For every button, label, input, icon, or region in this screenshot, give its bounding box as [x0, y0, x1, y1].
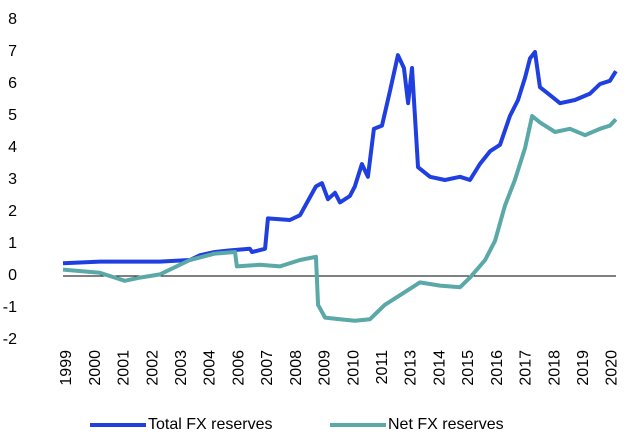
x-tick-label: 2004	[202, 350, 219, 386]
x-tick-label: 2017	[518, 350, 535, 386]
x-tick-label: 2008	[288, 350, 305, 386]
legend-label: Net FX reserves	[388, 416, 504, 433]
y-tick-label: 6	[8, 75, 17, 92]
x-tick-label: 2015	[460, 350, 477, 386]
x-tick-label: 2018	[546, 350, 563, 386]
x-tick-label: 2014	[431, 350, 448, 386]
x-tick-label: 2019	[575, 350, 592, 386]
x-tick-label: 2006	[230, 350, 247, 386]
x-tick-label: 1999	[58, 350, 75, 386]
x-tick-label: 2003	[173, 350, 190, 386]
x-tick-label: 2016	[489, 350, 506, 386]
y-tick-label: 7	[8, 43, 17, 60]
x-tick-label: 2020	[604, 350, 621, 386]
x-tick-label: 2000	[87, 350, 104, 386]
x-tick-label: 2007	[259, 350, 276, 386]
y-tick-label: 0	[8, 267, 17, 284]
legend-label: Total FX reserves	[148, 416, 272, 433]
x-tick-label: 2009	[317, 350, 334, 386]
y-tick-label: 8	[8, 11, 17, 28]
y-tick-label: 4	[8, 139, 17, 156]
x-tick-label: 2013	[403, 350, 420, 386]
y-tick-label: 3	[8, 171, 17, 188]
x-tick-label: 2002	[144, 350, 161, 386]
y-tick-label: -1	[3, 299, 17, 316]
y-tick-label: -2	[3, 331, 17, 348]
y-tick-label: 2	[8, 203, 17, 220]
x-tick-label: 2010	[345, 350, 362, 386]
series-line	[62, 50, 618, 266]
x-tick-label: 2011	[374, 350, 391, 385]
y-tick-label: 5	[8, 107, 17, 124]
y-tick-label: 1	[8, 235, 17, 252]
series-line	[62, 114, 618, 323]
x-tick-label: 2001	[116, 350, 133, 386]
